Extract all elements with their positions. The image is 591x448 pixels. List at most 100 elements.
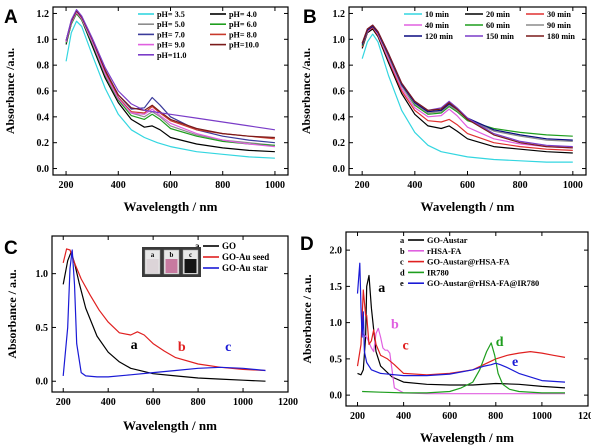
panel-label: C [4, 238, 18, 259]
series-line-8 [65, 10, 275, 139]
series-line-9 [361, 24, 573, 149]
series-line-3 [356, 289, 566, 376]
legend-label: GO-Austar@rHSA-FA [427, 258, 510, 267]
series-group [356, 262, 566, 395]
legend-label: 30 min [547, 10, 571, 19]
legend-label: pH= 8.0 [229, 30, 257, 39]
series-line-1 [357, 274, 566, 389]
legend-item: d IR780 [400, 268, 449, 277]
legend-item: 40 min [404, 21, 449, 30]
legend-label: pH= 4.0 [229, 10, 257, 19]
legend-label: pH=10.0 [229, 41, 259, 50]
y-axis-label: Absorbance / a.u. [5, 269, 19, 358]
x-tick-label: 200 [355, 180, 370, 191]
legend-tag: a [195, 241, 200, 251]
x-tick-label: 1200 [578, 411, 591, 422]
legend-item: pH= 3.5 [138, 10, 185, 19]
legend-label: GO-Au star [222, 263, 268, 273]
vial-label: a [151, 251, 155, 259]
y-tick-label: 0.8 [37, 61, 50, 72]
legend-item: 150 min [465, 32, 514, 41]
series-line-4 [362, 342, 565, 394]
y-tick-label: 0.4 [37, 112, 50, 123]
x-tick-label: 600 [442, 411, 457, 422]
x-axis-label: Wavelength / nm [123, 418, 217, 433]
series-line-9 [65, 9, 275, 131]
legend-label: 40 min [425, 21, 449, 30]
legend-item: a GO [195, 241, 236, 251]
legend: a GO-Austar b rHSA-FA c GO-Austar@rHSA-FA d IR7… [400, 236, 539, 288]
curve-label: c [402, 338, 408, 353]
legend-label: pH= 9.0 [157, 41, 185, 50]
legend-label: 120 min [425, 32, 453, 41]
y-axis-label: Absorbance /a.u. [299, 48, 313, 134]
panel-label: A [4, 7, 18, 28]
curve-label: b [178, 340, 186, 355]
series-line-7 [361, 25, 573, 141]
legend-item: 180 min [526, 32, 575, 41]
x-tick-label: 400 [111, 180, 126, 191]
legend-item: c GO-Austar@rHSA-FA [400, 258, 510, 267]
vial-liquid [146, 259, 159, 273]
vial-liquid [165, 259, 178, 273]
legend-tag: a [400, 236, 405, 245]
legend-item: 120 min [404, 32, 453, 41]
x-tick-label: 400 [101, 397, 116, 408]
y-tick-label: 0.6 [37, 87, 50, 98]
legend-label: 10 min [425, 10, 449, 19]
legend-item: 30 min [526, 10, 571, 19]
legend-item: 20 min [465, 10, 510, 19]
y-axis-label: Absorbance / a.u. [300, 274, 314, 363]
x-tick-label: 200 [56, 397, 71, 408]
legend-label: GO-Austar@rHSA-FA@IR780 [427, 279, 539, 288]
curve-label: a [378, 281, 385, 296]
legend-item: cGO-Au star [195, 263, 268, 273]
legend-item: pH= 6.0 [210, 20, 257, 29]
y-tick-label: 1.5 [330, 282, 343, 293]
series-line-3 [62, 249, 266, 378]
panel-label: D [300, 234, 314, 255]
y-tick-label: 0.0 [36, 377, 49, 388]
legend-tag: e [400, 279, 404, 288]
legend-item: 10 min [404, 10, 449, 19]
legend-label: IR780 [427, 268, 449, 277]
x-tick-label: 1000 [233, 397, 253, 408]
legend-item: 60 min [465, 21, 510, 30]
inset-photo: a b c [142, 247, 201, 277]
legend-label: pH= 7.0 [157, 30, 185, 39]
legend-label: pH= 3.5 [157, 10, 185, 19]
chart-panel-a: 200 400 600 800 1000 0.0 0.2 0.4 0.6 0.8 1.0 1.2 Wav… [3, 6, 289, 214]
vial-label: c [189, 251, 192, 259]
x-axis-label: Wavelength / nm [421, 199, 515, 214]
series-line-2 [361, 327, 565, 395]
vial-liquid [184, 259, 197, 273]
legend-item: 90 min [526, 21, 571, 30]
plot-frame [345, 231, 589, 407]
legend-tag: b [400, 247, 405, 256]
x-tick-label: 600 [146, 397, 161, 408]
y-tick-label: 0.0 [37, 164, 50, 175]
y-tick-label: 0.0 [333, 164, 346, 175]
panel-label: B [303, 7, 317, 28]
chart-panel-b: 200 400 600 800 1000 0.0 0.2 0.4 0.6 0.8 1.0 1.2 Wav… [299, 6, 587, 214]
legend-item: e GO-Austar@rHSA-FA@IR780 [400, 279, 539, 288]
y-tick-label: 0.2 [333, 138, 346, 149]
legend-label: 20 min [486, 10, 510, 19]
x-axis-label: Wavelength / nm [420, 430, 514, 445]
legend-item: a GO-Austar [400, 236, 468, 245]
x-tick-label: 400 [407, 180, 422, 191]
x-tick-label: 400 [396, 411, 411, 422]
series-line-7 [65, 11, 275, 148]
y-tick-label: 1.2 [333, 9, 346, 20]
chart-panel-d: 200 400 600 800 1000 1200 0.0 0.5 1.0 1.5 2.0 Wavel… [300, 231, 591, 445]
series-line-5 [356, 262, 566, 383]
y-tick-label: 0.4 [333, 112, 346, 123]
y-tick-label: 0.2 [37, 138, 50, 149]
curve-label: a [131, 338, 138, 353]
curve-label: d [496, 335, 504, 350]
vial-label: b [170, 251, 174, 259]
legend-item: pH= 4.0 [210, 10, 257, 19]
legend-item: bGO-Au seed [195, 252, 269, 262]
series-line-6 [361, 25, 573, 142]
